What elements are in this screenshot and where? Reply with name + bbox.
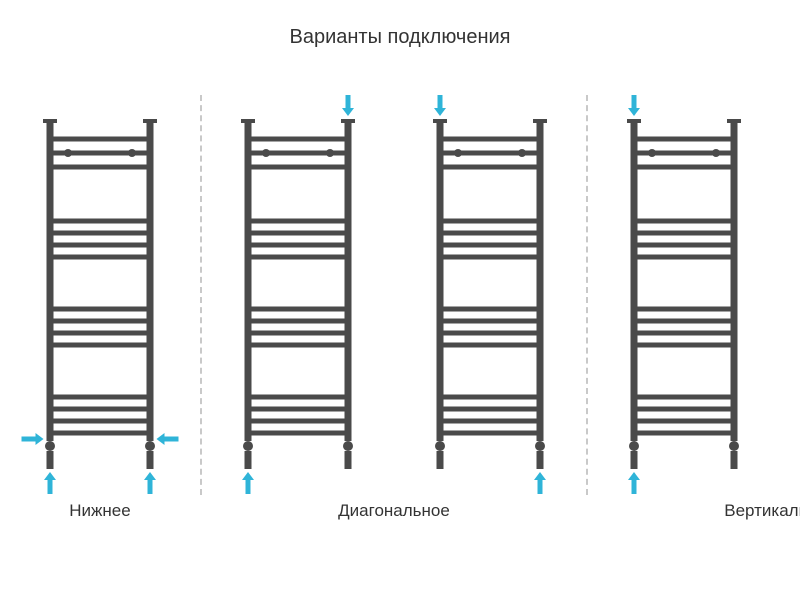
- group-diagonal: Диагональное: [202, 95, 586, 525]
- radiator-svg: [402, 95, 578, 499]
- group-label: Диагональное: [202, 501, 586, 521]
- radiator-svg: [210, 95, 386, 499]
- radiator: [402, 95, 578, 504]
- group-bottom: Нижнее: [0, 95, 200, 525]
- group-label: Вертикальное: [588, 501, 800, 521]
- group-label: Нижнее: [0, 501, 200, 521]
- radiator-svg: [596, 95, 772, 499]
- radiator-svg: [788, 95, 800, 499]
- radiator: [12, 95, 188, 504]
- group-vertical: Вертикальное: [588, 95, 800, 525]
- radiator: [210, 95, 386, 504]
- radiator: [596, 95, 772, 504]
- radiator-svg: [12, 95, 188, 499]
- radiator: [788, 95, 800, 504]
- diagram-row: НижнееДиагональноеВертикальное: [0, 95, 800, 525]
- page-title: Варианты подключения: [0, 0, 800, 49]
